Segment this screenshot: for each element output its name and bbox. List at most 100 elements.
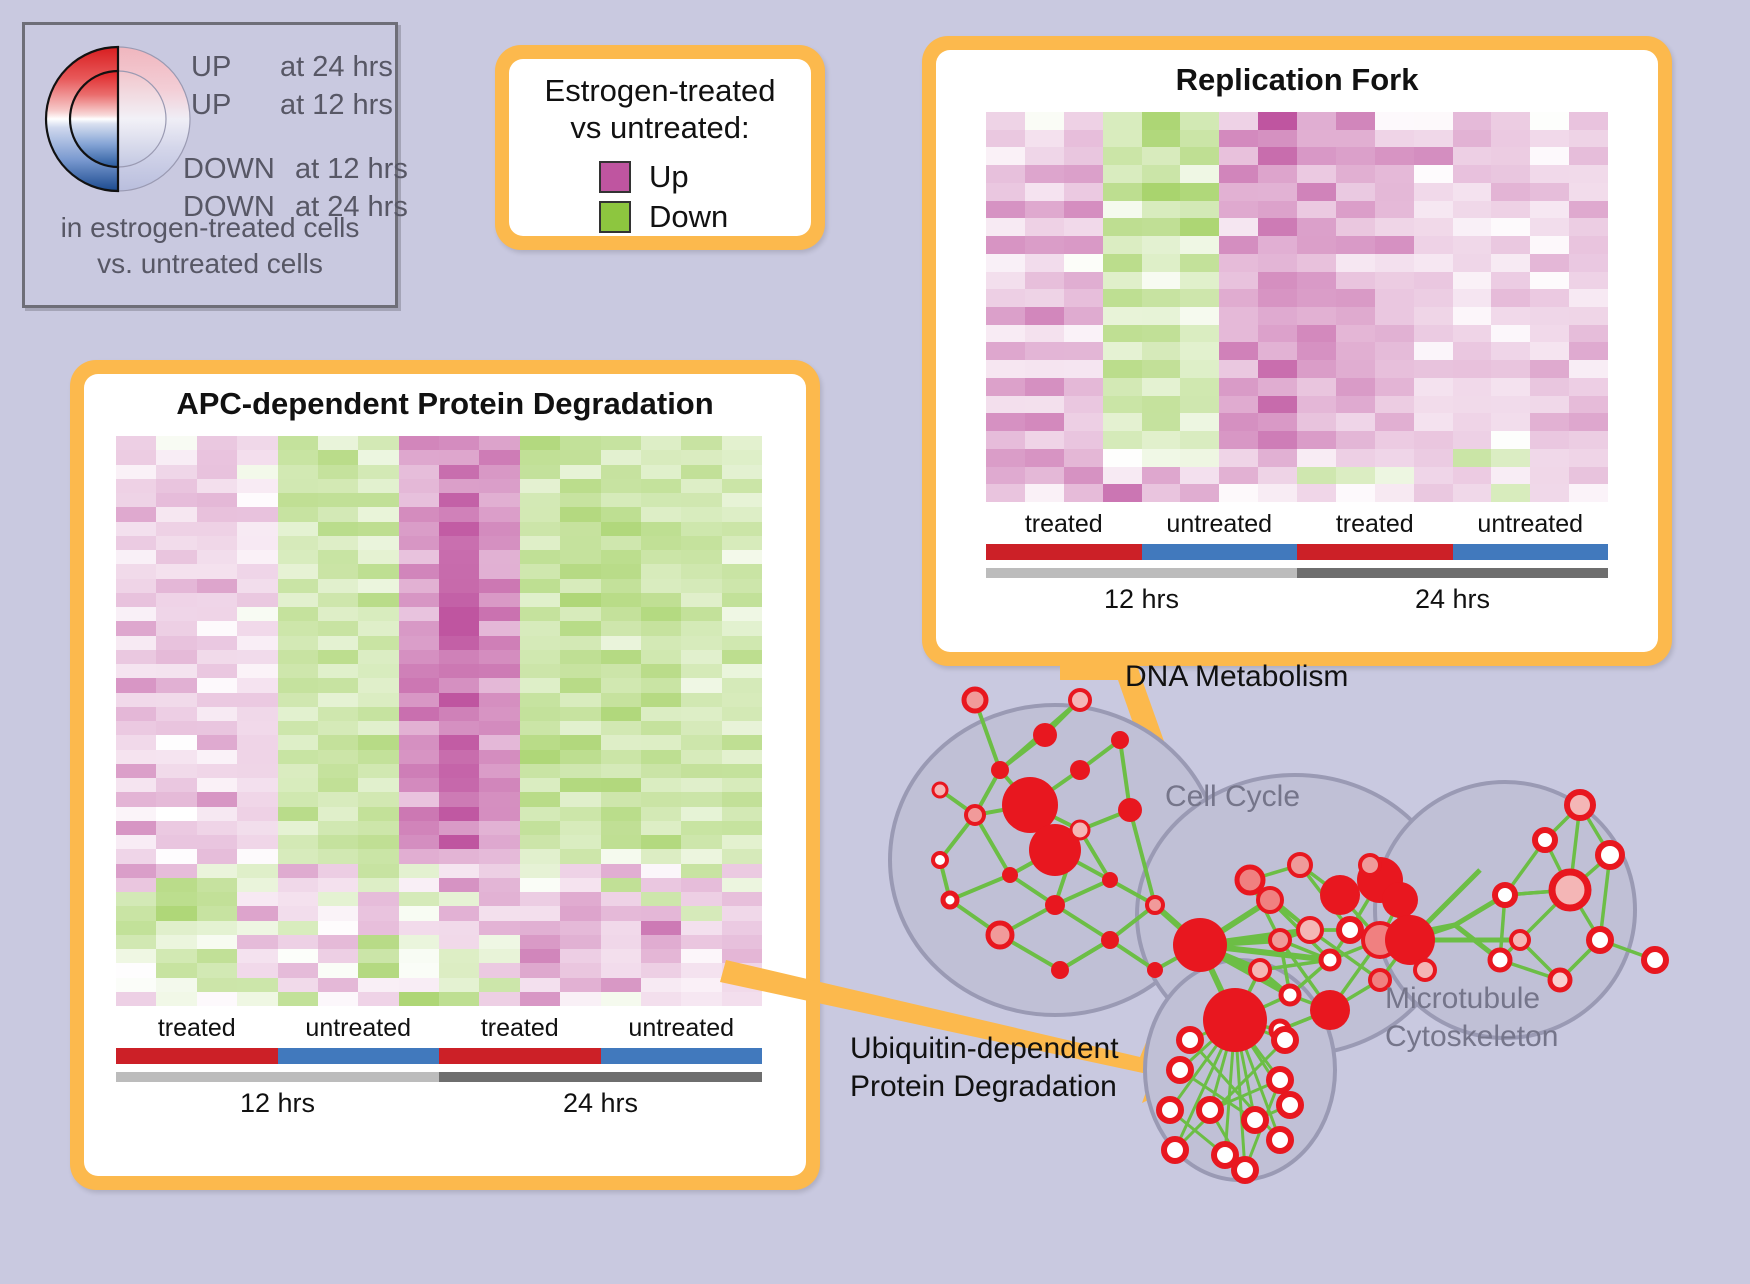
heatmap-cell bbox=[398, 564, 439, 579]
heatmap-cell bbox=[196, 521, 238, 536]
heatmap-cell bbox=[358, 763, 399, 778]
heatmap-cell bbox=[317, 820, 359, 835]
heatmap-cell bbox=[317, 906, 359, 921]
heatmap-cell bbox=[358, 735, 399, 750]
heatmap-cell bbox=[237, 792, 278, 807]
heatmap-cell bbox=[1141, 165, 1181, 183]
heatmap-cell bbox=[986, 182, 1025, 201]
heatmap-cell bbox=[237, 820, 278, 835]
heatmap-cell bbox=[1413, 324, 1453, 343]
heatmap-cell bbox=[681, 721, 722, 736]
heatmap-cell bbox=[358, 820, 399, 835]
heatmap-cell bbox=[519, 535, 561, 550]
heatmap-cell bbox=[560, 478, 601, 493]
heatmap-cell bbox=[116, 949, 157, 964]
apc-cond-label-3: untreated bbox=[628, 1014, 735, 1042]
heatmap-cell bbox=[986, 324, 1025, 343]
heatmap-cell bbox=[1063, 253, 1103, 272]
heatmap-cell bbox=[1491, 395, 1531, 414]
heatmap-cell bbox=[1335, 253, 1375, 272]
heatmap-cell bbox=[156, 892, 197, 907]
heatmap-cell bbox=[1219, 324, 1259, 343]
heatmap-cell bbox=[358, 507, 399, 522]
heatmap-cell bbox=[1413, 360, 1453, 378]
heatmap-cell bbox=[721, 934, 762, 949]
heatmap-cell bbox=[600, 607, 641, 622]
heatmap-cell bbox=[640, 991, 682, 1006]
heatmap-cell bbox=[1024, 271, 1064, 290]
heatmap-cell bbox=[1569, 253, 1608, 272]
heatmap-cell bbox=[1180, 448, 1220, 467]
heatmap-cell bbox=[156, 464, 197, 479]
heatmap-cell bbox=[1413, 129, 1453, 148]
heatmap-cell bbox=[1180, 253, 1220, 272]
heatmap-cell bbox=[1530, 112, 1570, 130]
heatmap-cell bbox=[116, 991, 157, 1006]
heatmap-cell bbox=[1102, 182, 1142, 201]
key-label-down-24: DOWN bbox=[183, 191, 275, 223]
heatmap-cell bbox=[479, 706, 520, 721]
heatmap-cell bbox=[277, 635, 318, 650]
legend-items: Up Down bbox=[599, 159, 728, 236]
heatmap-cell bbox=[358, 849, 399, 864]
heatmap-cell bbox=[196, 649, 238, 664]
heatmap-cell bbox=[1180, 377, 1220, 396]
heatmap-cell bbox=[1452, 466, 1492, 485]
heatmap-cell bbox=[358, 436, 399, 451]
heatmap-cell bbox=[721, 863, 762, 878]
heatmap-cell bbox=[116, 578, 157, 593]
heatmap-cell bbox=[317, 450, 359, 465]
heatmap-cell bbox=[317, 550, 359, 565]
heatmap-cell bbox=[600, 678, 641, 693]
heatmap-cell bbox=[1374, 413, 1414, 432]
heatmap-cell bbox=[560, 692, 601, 707]
heatmap-cell bbox=[1024, 165, 1064, 183]
heatmap-cell bbox=[560, 578, 601, 593]
heatmap-cell bbox=[640, 849, 682, 864]
heatmap-cell bbox=[721, 649, 762, 664]
heatmap-cell bbox=[1297, 271, 1336, 290]
heatmap-cell bbox=[640, 977, 682, 992]
heatmap-cell bbox=[1102, 236, 1142, 254]
heatmap-cell bbox=[1491, 431, 1531, 449]
heatmap-cell bbox=[681, 820, 722, 835]
heatmap-cell bbox=[277, 478, 318, 493]
heatmap-cell bbox=[116, 749, 157, 764]
heatmap-cell bbox=[358, 977, 399, 992]
heatmap-cell bbox=[277, 550, 318, 565]
heatmap-cell bbox=[358, 607, 399, 622]
heatmap-cell bbox=[1102, 324, 1142, 343]
heatmap-cell bbox=[398, 464, 439, 479]
heatmap-cell bbox=[1219, 200, 1259, 219]
heatmap-cell bbox=[1413, 236, 1453, 254]
heatmap-cell bbox=[479, 906, 520, 921]
heatmap-cell bbox=[681, 550, 722, 565]
heatmap-cell bbox=[358, 692, 399, 707]
heatmap-cell bbox=[237, 778, 278, 793]
heatmap-cell bbox=[237, 749, 278, 764]
heatmap-cell bbox=[721, 835, 762, 850]
heatmap-cell bbox=[237, 977, 278, 992]
heatmap-cell bbox=[439, 678, 480, 693]
heatmap-cell bbox=[156, 906, 197, 921]
heatmap-cell bbox=[1219, 342, 1259, 361]
heatmap-cell bbox=[1569, 431, 1608, 449]
heatmap-cell bbox=[116, 450, 157, 465]
heatmap-cell bbox=[237, 621, 278, 636]
heatmap-cell bbox=[519, 977, 561, 992]
heatmap-cell bbox=[986, 218, 1025, 237]
heatmap-cell bbox=[1297, 253, 1336, 272]
heatmap-cell bbox=[1530, 377, 1570, 396]
heatmap-cell bbox=[681, 949, 722, 964]
heatmap-cell bbox=[1335, 484, 1375, 502]
heatmap-cell bbox=[116, 920, 157, 935]
heatmap-cell bbox=[1530, 431, 1570, 449]
heatmap-cell bbox=[317, 920, 359, 935]
heatmap-cell bbox=[1335, 306, 1375, 325]
heatmap-cell bbox=[398, 550, 439, 565]
heatmap-cell bbox=[1335, 165, 1375, 183]
heatmap-cell bbox=[1374, 306, 1414, 325]
heatmap-cell bbox=[1413, 448, 1453, 467]
heatmap-cell bbox=[560, 450, 601, 465]
key-time-down-24: at 24 hrs bbox=[295, 191, 408, 223]
